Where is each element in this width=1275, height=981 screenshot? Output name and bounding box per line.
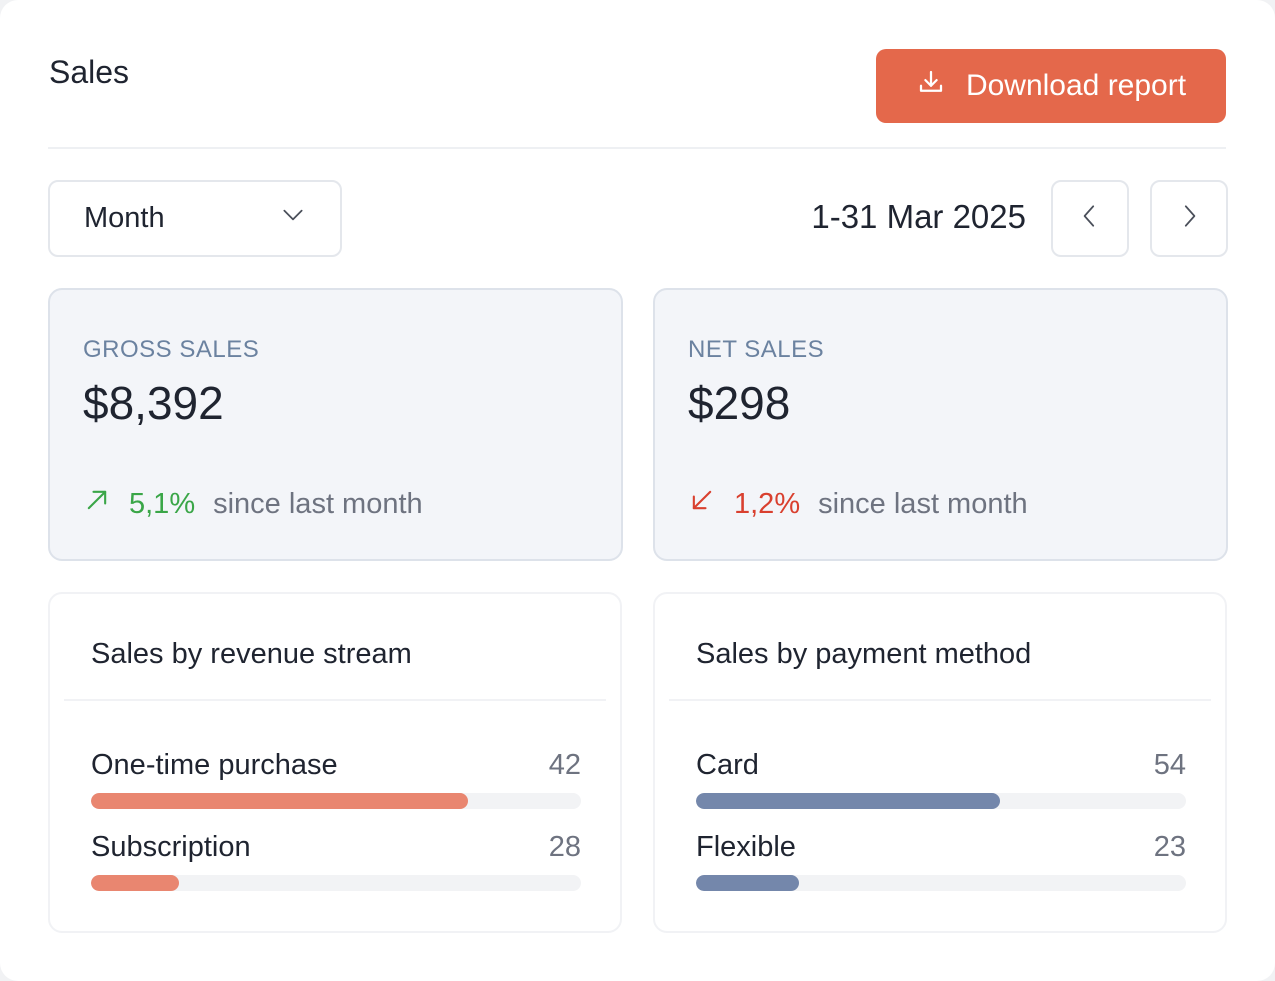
gross-sales-card: GROSS SALES $8,392 5,1% since last month bbox=[48, 288, 623, 561]
net-sales-since: since last month bbox=[818, 487, 1028, 520]
net-sales-label: NET SALES bbox=[688, 336, 825, 363]
download-icon bbox=[916, 67, 946, 105]
next-period-button[interactable] bbox=[1150, 180, 1228, 257]
download-report-button[interactable]: Download report bbox=[876, 49, 1226, 123]
revenue-stream-title: Sales by revenue stream bbox=[91, 638, 412, 670]
progress-track bbox=[91, 793, 581, 809]
chevron-left-icon bbox=[1077, 203, 1103, 234]
revenue-stream-panel: Sales by revenue stream One-time purchas… bbox=[48, 592, 622, 933]
item-value: 28 bbox=[548, 831, 581, 863]
panel-divider bbox=[669, 699, 1211, 701]
payment-method-panel: Sales by payment method Card 54 Flexible… bbox=[653, 592, 1227, 933]
progress-track bbox=[91, 875, 581, 891]
item-value: 42 bbox=[548, 749, 581, 781]
previous-period-button[interactable] bbox=[1051, 180, 1129, 257]
progress-track bbox=[696, 793, 1186, 809]
page-title: Sales bbox=[49, 54, 130, 90]
item-value: 23 bbox=[1153, 831, 1186, 863]
chevron-down-icon bbox=[280, 202, 306, 236]
download-report-label: Download report bbox=[965, 69, 1187, 102]
progress-fill bbox=[91, 793, 469, 809]
header-divider bbox=[48, 147, 1226, 149]
progress-fill bbox=[696, 875, 799, 891]
gross-sales-trend: 5,1% since last month bbox=[83, 486, 423, 522]
list-item: Card 54 bbox=[696, 749, 1186, 809]
gross-sales-label: GROSS SALES bbox=[83, 336, 260, 363]
item-label: One-time purchase bbox=[91, 749, 338, 781]
payment-method-title: Sales by payment method bbox=[696, 638, 1032, 670]
gross-sales-since: since last month bbox=[213, 487, 423, 520]
progress-track bbox=[696, 875, 1186, 891]
arrow-up-right-icon bbox=[83, 486, 129, 522]
list-item: One-time purchase 42 bbox=[91, 749, 581, 809]
list-item: Subscription 28 bbox=[91, 831, 581, 891]
net-sales-change: 1,2% bbox=[734, 487, 801, 520]
net-sales-card: NET SALES $298 1,2% since last month bbox=[653, 288, 1228, 561]
item-label: Flexible bbox=[696, 831, 796, 863]
gross-sales-change: 5,1% bbox=[129, 487, 196, 520]
item-value: 54 bbox=[1153, 749, 1186, 781]
chevron-right-icon bbox=[1176, 203, 1202, 234]
period-select-value: Month bbox=[84, 202, 165, 234]
arrow-down-left-icon bbox=[688, 486, 734, 522]
net-sales-trend: 1,2% since last month bbox=[688, 486, 1028, 522]
item-label: Card bbox=[696, 749, 759, 781]
net-sales-value: $298 bbox=[688, 377, 791, 429]
list-item: Flexible 23 bbox=[696, 831, 1186, 891]
date-range: 1-31 Mar 2025 bbox=[811, 198, 1026, 235]
gross-sales-value: $8,392 bbox=[83, 377, 224, 429]
progress-fill bbox=[91, 875, 180, 891]
progress-fill bbox=[696, 793, 1000, 809]
period-select[interactable]: Month bbox=[48, 180, 342, 257]
panel-divider bbox=[64, 699, 606, 701]
item-label: Subscription bbox=[91, 831, 251, 863]
